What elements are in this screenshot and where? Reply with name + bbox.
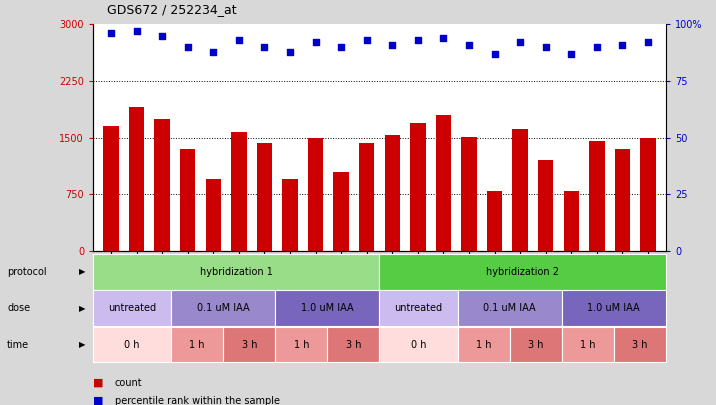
Point — [437, 35, 449, 41]
Text: 1 h: 1 h — [476, 340, 491, 350]
Bar — [129, 107, 144, 251]
Text: 1.0 uM IAA: 1.0 uM IAA — [588, 303, 640, 313]
Text: dose: dose — [7, 303, 30, 313]
Point — [412, 37, 424, 43]
Point — [284, 48, 296, 55]
Point — [208, 48, 219, 55]
Bar — [276, 290, 379, 326]
Point — [591, 44, 603, 50]
Bar — [562, 290, 666, 326]
Bar — [589, 141, 604, 251]
Text: ▶: ▶ — [79, 267, 86, 276]
Text: 3 h: 3 h — [346, 340, 361, 350]
Text: 0.1 uM IAA: 0.1 uM IAA — [483, 303, 536, 313]
Point — [540, 44, 551, 50]
Text: 0 h: 0 h — [125, 340, 140, 350]
Bar — [615, 149, 630, 251]
Text: 3 h: 3 h — [632, 340, 647, 350]
Bar — [103, 126, 119, 251]
Bar — [458, 290, 562, 326]
Text: 1.0 uM IAA: 1.0 uM IAA — [301, 303, 354, 313]
Bar — [640, 139, 656, 251]
Text: ■: ■ — [93, 396, 104, 405]
Text: 0 h: 0 h — [411, 340, 426, 350]
Bar — [487, 191, 502, 251]
Bar — [257, 143, 272, 251]
Bar — [436, 115, 451, 251]
Bar — [93, 290, 171, 326]
Bar — [379, 327, 458, 362]
Point — [387, 41, 398, 48]
Bar — [410, 123, 425, 251]
Point — [489, 51, 500, 57]
Bar — [510, 327, 562, 362]
Bar — [93, 254, 379, 290]
Point — [131, 28, 142, 34]
Text: 1 h: 1 h — [190, 340, 205, 350]
Bar — [223, 327, 276, 362]
Bar — [379, 290, 458, 326]
Text: 3 h: 3 h — [528, 340, 543, 350]
Bar — [180, 149, 195, 251]
Bar — [155, 119, 170, 251]
Point — [616, 41, 628, 48]
Point — [566, 51, 577, 57]
Text: time: time — [7, 340, 29, 350]
Point — [182, 44, 193, 50]
Text: 1 h: 1 h — [294, 340, 309, 350]
Bar — [384, 135, 400, 251]
Text: ■: ■ — [93, 378, 104, 388]
Bar — [562, 327, 614, 362]
Point — [156, 32, 168, 39]
Bar — [308, 139, 323, 251]
Point — [514, 39, 526, 46]
Bar — [614, 327, 666, 362]
Text: hybridization 1: hybridization 1 — [200, 267, 273, 277]
Bar — [563, 191, 579, 251]
Point — [463, 41, 475, 48]
Bar — [171, 327, 223, 362]
Point — [105, 30, 117, 36]
Text: GDS672 / 252234_at: GDS672 / 252234_at — [107, 3, 237, 16]
Bar — [282, 179, 298, 251]
Point — [335, 44, 347, 50]
Bar — [461, 137, 477, 251]
Bar — [205, 179, 221, 251]
Text: 1 h: 1 h — [580, 340, 596, 350]
Bar — [379, 254, 666, 290]
Point — [310, 39, 321, 46]
Text: percentile rank within the sample: percentile rank within the sample — [115, 396, 279, 405]
Text: untreated: untreated — [395, 303, 442, 313]
Text: ▶: ▶ — [79, 340, 86, 349]
Bar — [93, 327, 171, 362]
Bar — [327, 327, 379, 362]
Point — [233, 37, 245, 43]
Bar — [458, 327, 510, 362]
Bar — [171, 290, 276, 326]
Text: protocol: protocol — [7, 267, 47, 277]
Bar — [513, 129, 528, 251]
Text: ▶: ▶ — [79, 304, 86, 313]
Text: hybridization 2: hybridization 2 — [486, 267, 559, 277]
Bar — [334, 172, 349, 251]
Text: count: count — [115, 378, 142, 388]
Text: 0.1 uM IAA: 0.1 uM IAA — [197, 303, 250, 313]
Text: 3 h: 3 h — [241, 340, 257, 350]
Point — [361, 37, 372, 43]
Bar — [359, 143, 374, 251]
Bar — [538, 160, 553, 251]
Bar — [276, 327, 327, 362]
Point — [642, 39, 654, 46]
Point — [258, 44, 270, 50]
Text: untreated: untreated — [108, 303, 156, 313]
Bar — [231, 132, 246, 251]
